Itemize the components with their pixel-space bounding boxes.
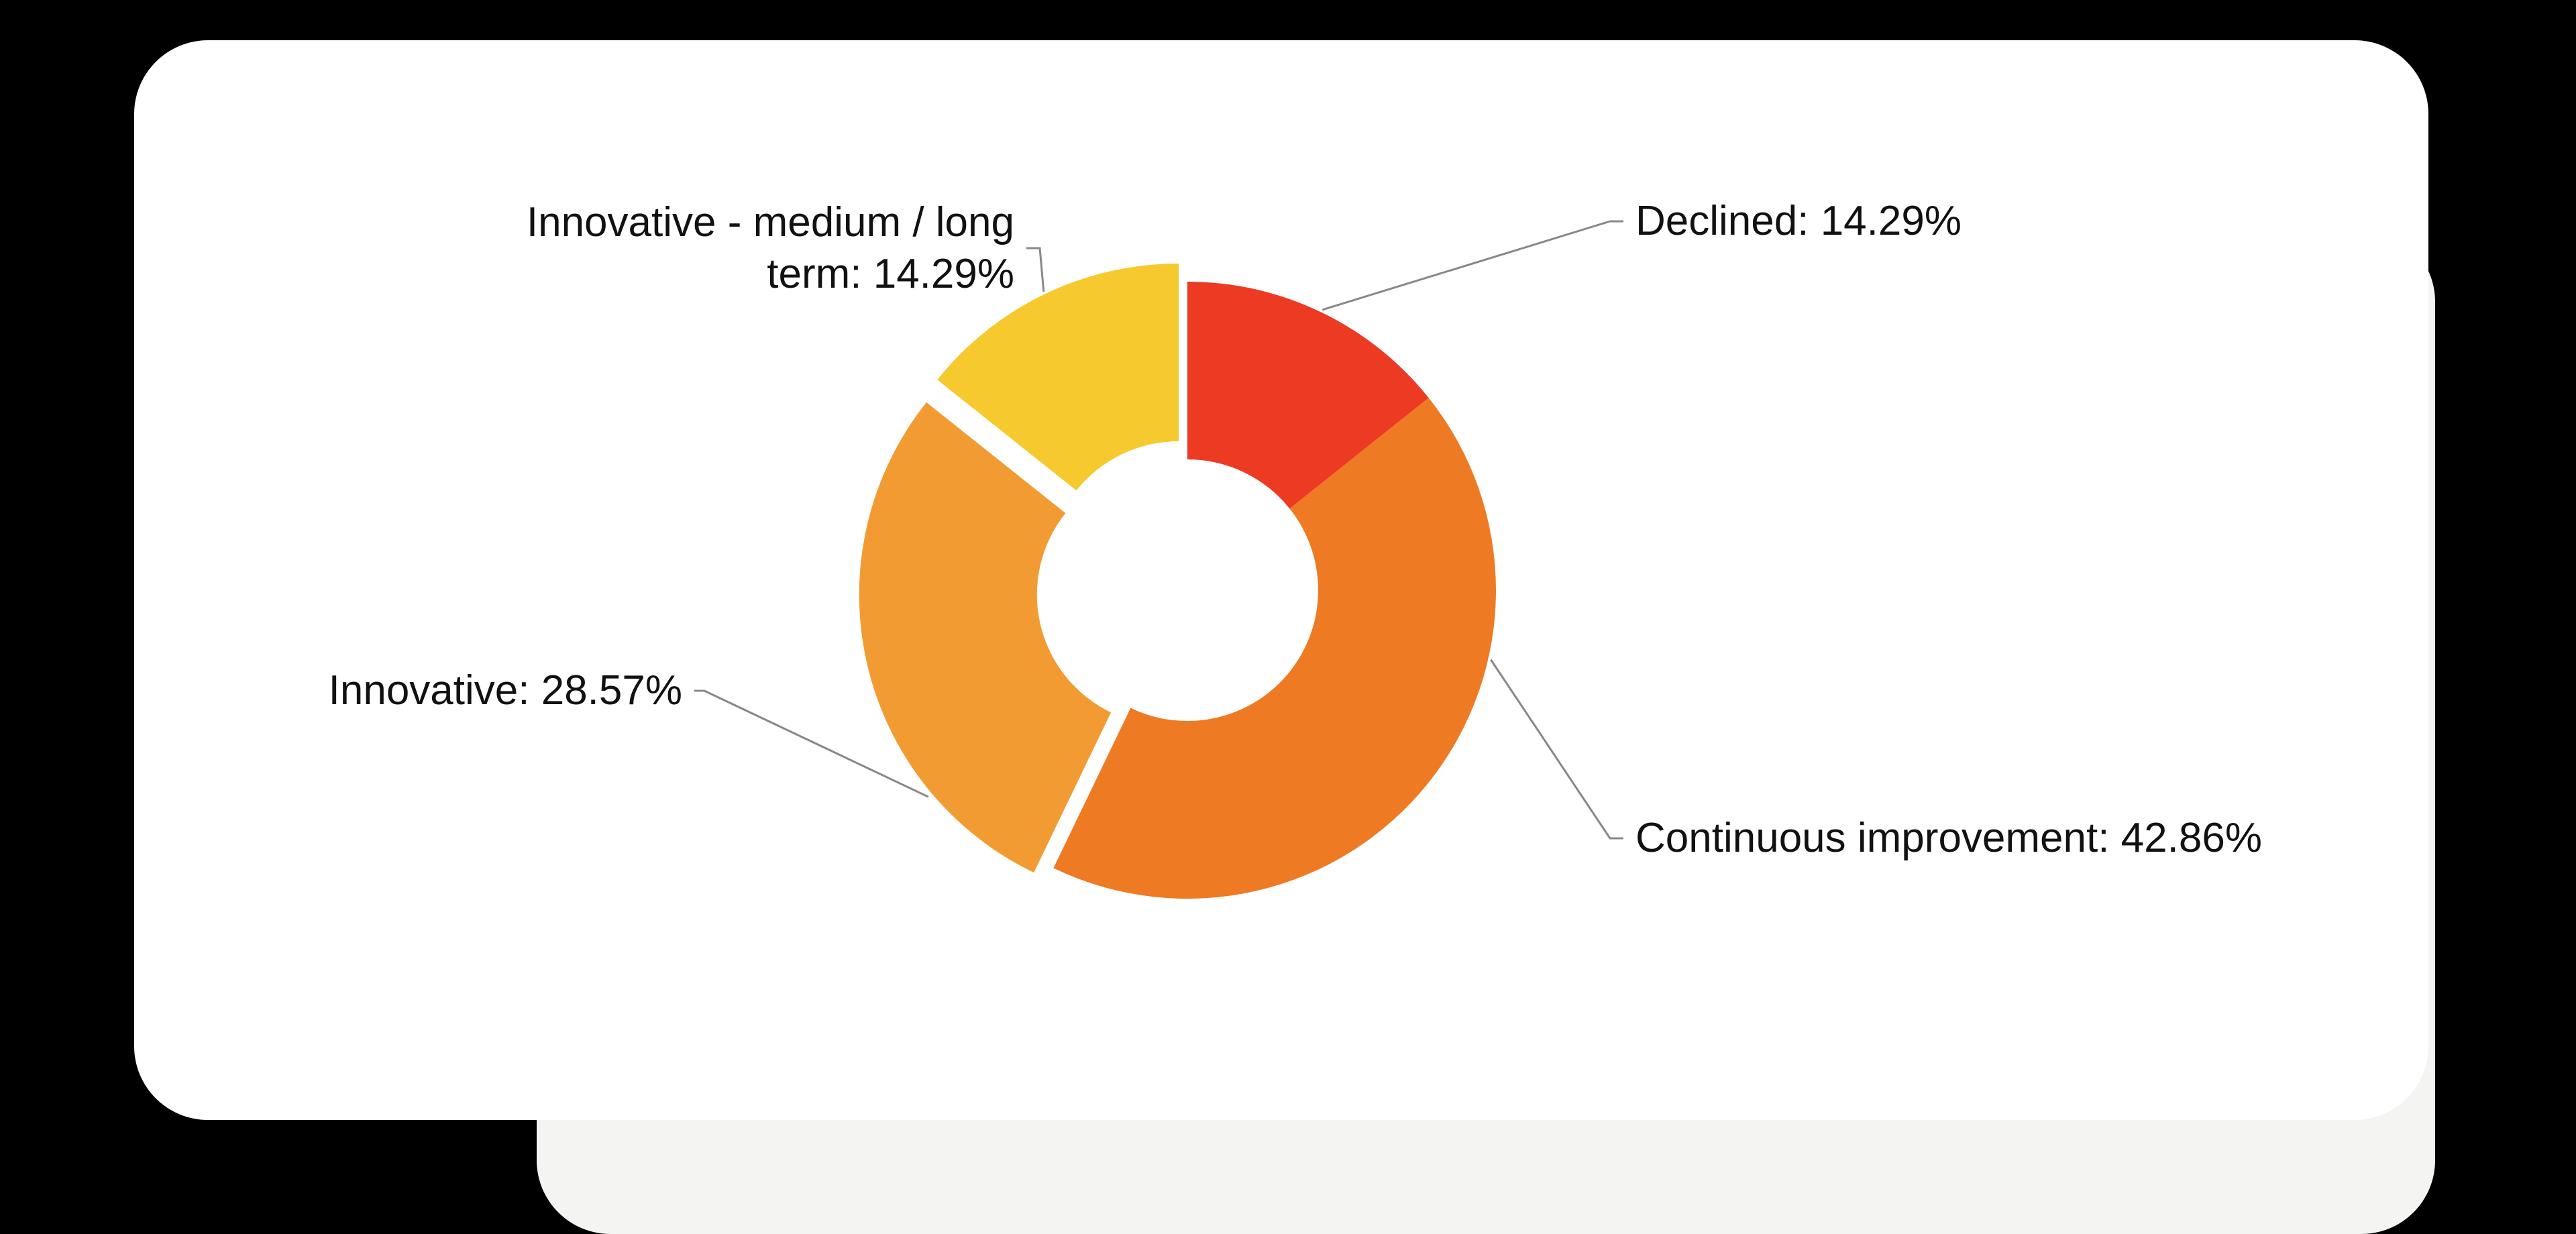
leader-innov_mlt	[1026, 248, 1044, 292]
label-declined: Declined: 14.29%	[1635, 195, 1962, 247]
leader-declined	[1322, 221, 1623, 310]
stage: Declined: 14.29% Continuous improvement: …	[0, 0, 2576, 1231]
label-innov_mlt: Innovative - medium / long term: 14.29%	[527, 197, 1014, 300]
label-continuous: Continuous improvement: 42.86%	[1635, 812, 2262, 864]
card-front: Declined: 14.29% Continuous improvement: …	[134, 40, 2428, 1120]
leader-continuous	[1491, 660, 1623, 838]
donut-chart	[134, 40, 2428, 1120]
label-innovative: Innovative: 28.57%	[329, 665, 682, 717]
